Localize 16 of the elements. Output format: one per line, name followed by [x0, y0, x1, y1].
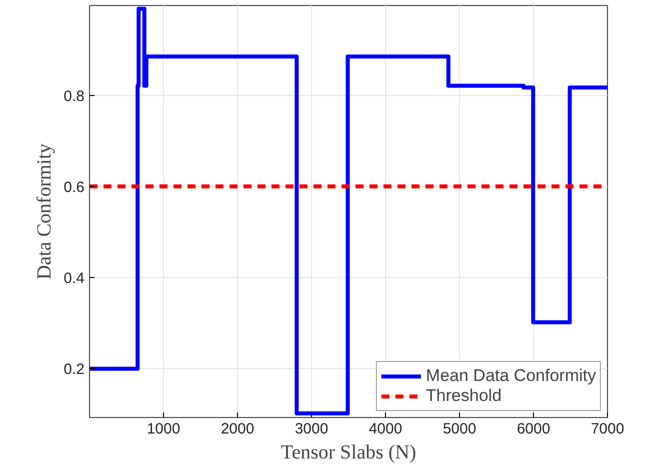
x-tick-label: 4000	[368, 420, 402, 438]
y-tick-label: 0.8	[64, 88, 85, 105]
x-tick-label: 3000	[294, 420, 328, 438]
x-tick-label: 5000	[442, 420, 476, 438]
legend-label: Mean Data Conformity	[426, 366, 596, 386]
y-axis-title: Data Conformity	[34, 143, 56, 280]
y-tick-label: 0.4	[64, 270, 85, 288]
x-axis-title: Tensor Slabs (N)	[280, 442, 416, 464]
y-tick-label: 0.2	[64, 361, 85, 378]
line-series	[90, 6, 608, 416]
x-tick-label: 1000	[146, 420, 180, 438]
x-tick-label: 2000	[220, 420, 254, 438]
x-tick-label: 6000	[516, 420, 550, 438]
x-tick-label: 7000	[590, 420, 624, 438]
legend-label: Threshold	[426, 386, 502, 406]
y-tick-label: 0.6	[64, 178, 85, 196]
